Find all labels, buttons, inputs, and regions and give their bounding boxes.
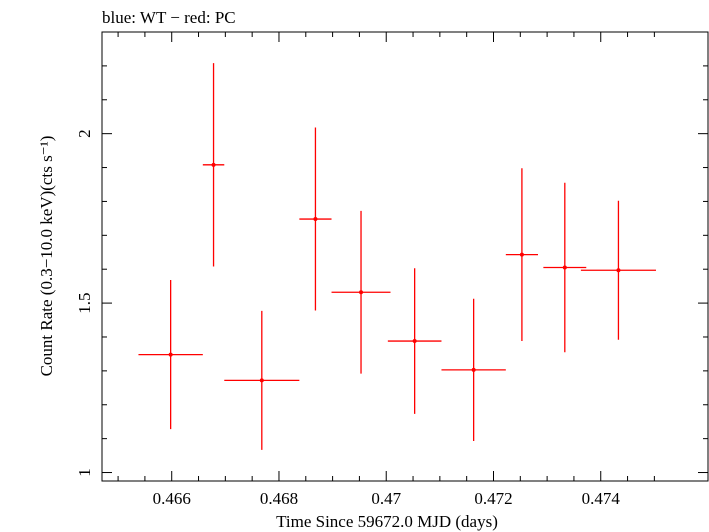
data-point: [224, 310, 300, 450]
data-point: [580, 200, 656, 340]
x-axis-label: Time Since 59672.0 MJD (days): [276, 512, 498, 531]
data-point: [441, 298, 506, 442]
data-points: [138, 63, 656, 450]
chart-title: blue: WT − red: PC: [102, 8, 236, 27]
point-marker: [211, 162, 216, 167]
x-tick-label: 0.474: [582, 489, 621, 508]
y-tick-label: 1.5: [75, 292, 94, 313]
data-point: [202, 63, 225, 267]
data-point: [387, 268, 442, 414]
data-point: [138, 280, 203, 430]
point-marker: [471, 367, 476, 372]
point-marker: [519, 252, 524, 257]
x-tick-label: 0.466: [153, 489, 191, 508]
plot-frame: [101, 31, 709, 482]
y-tick-label: 1: [75, 468, 94, 477]
point-marker: [313, 217, 318, 222]
x-tick-label: 0.472: [474, 489, 512, 508]
x-tick-label: 0.47: [371, 489, 401, 508]
point-marker: [412, 339, 417, 344]
point-marker: [616, 268, 621, 273]
data-point: [543, 182, 587, 353]
data-point: [505, 168, 538, 342]
data-point: [331, 210, 391, 374]
y-axis-label: Count Rate (0.3−10.0 keV)(cts s⁻¹): [37, 136, 56, 377]
x-tick-label: 0.468: [260, 489, 298, 508]
data-point: [299, 127, 332, 311]
point-marker: [259, 378, 264, 383]
axis-ticks: 0.466 0.468 0.47 0.472 0.474 1 1.5 2: [75, 32, 708, 508]
point-marker: [359, 290, 364, 295]
y-tick-label: 2: [75, 129, 94, 138]
point-marker: [168, 352, 173, 357]
point-marker: [562, 265, 567, 270]
